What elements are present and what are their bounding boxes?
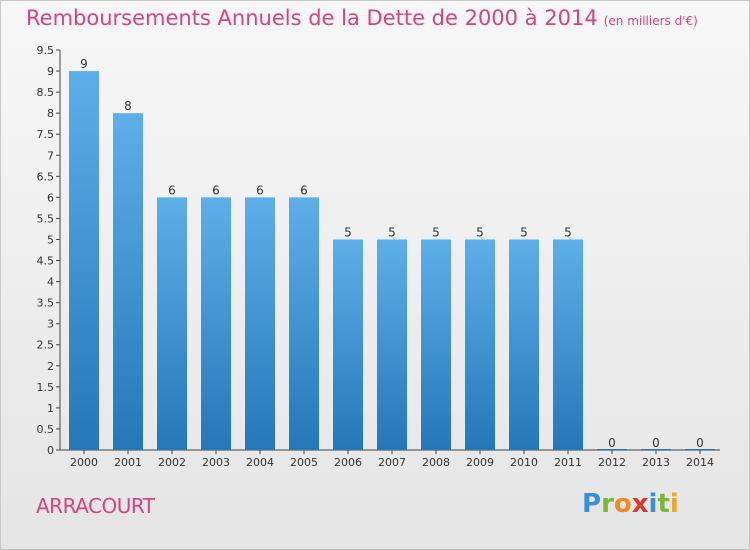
y-tick-label: 7: [47, 149, 54, 162]
bar: [465, 239, 495, 450]
x-tick-label: 2012: [598, 456, 626, 469]
bar: [553, 239, 583, 450]
data-label: 6: [168, 183, 176, 197]
y-tick-label: 7.5: [37, 128, 55, 141]
y-tick-label: 4: [47, 276, 54, 289]
bar: [69, 71, 99, 450]
chart-title-text: Remboursements Annuels de la Dette de 20…: [26, 6, 598, 30]
y-tick-label: 0.5: [37, 423, 55, 436]
x-tick-label: 2014: [686, 456, 714, 469]
y-tick-label: 5: [47, 233, 54, 246]
y-tick-label: 3.5: [37, 297, 55, 310]
bar: [157, 197, 187, 450]
logo-letter: i: [669, 489, 679, 519]
data-label: 5: [564, 225, 572, 239]
y-tick-label: 0: [47, 444, 54, 457]
logo-letter: x: [631, 489, 649, 519]
x-tick-label: 2007: [378, 456, 406, 469]
x-tick-label: 2002: [158, 456, 186, 469]
chart-title: Remboursements Annuels de la Dette de 20…: [26, 6, 698, 30]
logo-letter: t: [657, 489, 670, 519]
x-tick-label: 2013: [642, 456, 670, 469]
y-tick-label: 5.5: [37, 212, 55, 225]
y-tick-label: 1.5: [37, 381, 55, 394]
x-tick-label: 2001: [114, 456, 142, 469]
y-tick-label: 6.5: [37, 170, 55, 183]
logo-letter: i: [648, 489, 658, 519]
data-label: 6: [212, 183, 220, 197]
logo-letter: r: [601, 489, 614, 519]
data-label: 8: [124, 99, 132, 113]
x-tick-label: 2004: [246, 456, 274, 469]
data-label: 0: [696, 436, 704, 450]
unit-label: (en milliers d'€): [603, 14, 698, 28]
logo-letter: o: [613, 489, 632, 519]
y-tick-label: 2.5: [37, 339, 55, 352]
x-tick-label: 2008: [422, 456, 450, 469]
bar: [333, 239, 363, 450]
bar: [201, 197, 231, 450]
x-tick-label: 2010: [510, 456, 538, 469]
x-tick-label: 2000: [70, 456, 98, 469]
y-tick-label: 1: [47, 402, 54, 415]
data-label: 0: [652, 436, 660, 450]
data-label: 9: [80, 57, 88, 71]
x-tick-label: 2006: [334, 456, 362, 469]
bar: [245, 197, 275, 450]
proxiti-logo[interactable]: Proxiti: [582, 489, 679, 519]
bar: [289, 197, 319, 450]
x-tick-label: 2003: [202, 456, 230, 469]
y-tick-label: 3: [47, 318, 54, 331]
commune-name: ARRACOURT: [36, 494, 155, 518]
logo-letter: P: [582, 489, 602, 519]
data-label: 5: [520, 225, 528, 239]
data-label: 0: [608, 436, 616, 450]
data-label: 5: [344, 225, 352, 239]
data-label: 6: [300, 183, 308, 197]
y-tick-label: 8: [47, 107, 54, 120]
data-label: 5: [476, 225, 484, 239]
y-tick-label: 2: [47, 360, 54, 373]
y-tick-label: 8.5: [37, 86, 55, 99]
y-tick-label: 9: [47, 65, 54, 78]
bar: [113, 113, 143, 450]
bar: [421, 239, 451, 450]
x-tick-label: 2011: [554, 456, 582, 469]
x-tick-label: 2005: [290, 456, 318, 469]
bar: [509, 239, 539, 450]
x-tick-label: 2009: [466, 456, 494, 469]
y-tick-label: 6: [47, 191, 54, 204]
bar: [377, 239, 407, 450]
data-label: 5: [388, 225, 396, 239]
data-label: 6: [256, 183, 264, 197]
y-tick-label: 9.5: [37, 44, 55, 57]
data-label: 5: [432, 225, 440, 239]
y-tick-label: 4.5: [37, 255, 55, 268]
